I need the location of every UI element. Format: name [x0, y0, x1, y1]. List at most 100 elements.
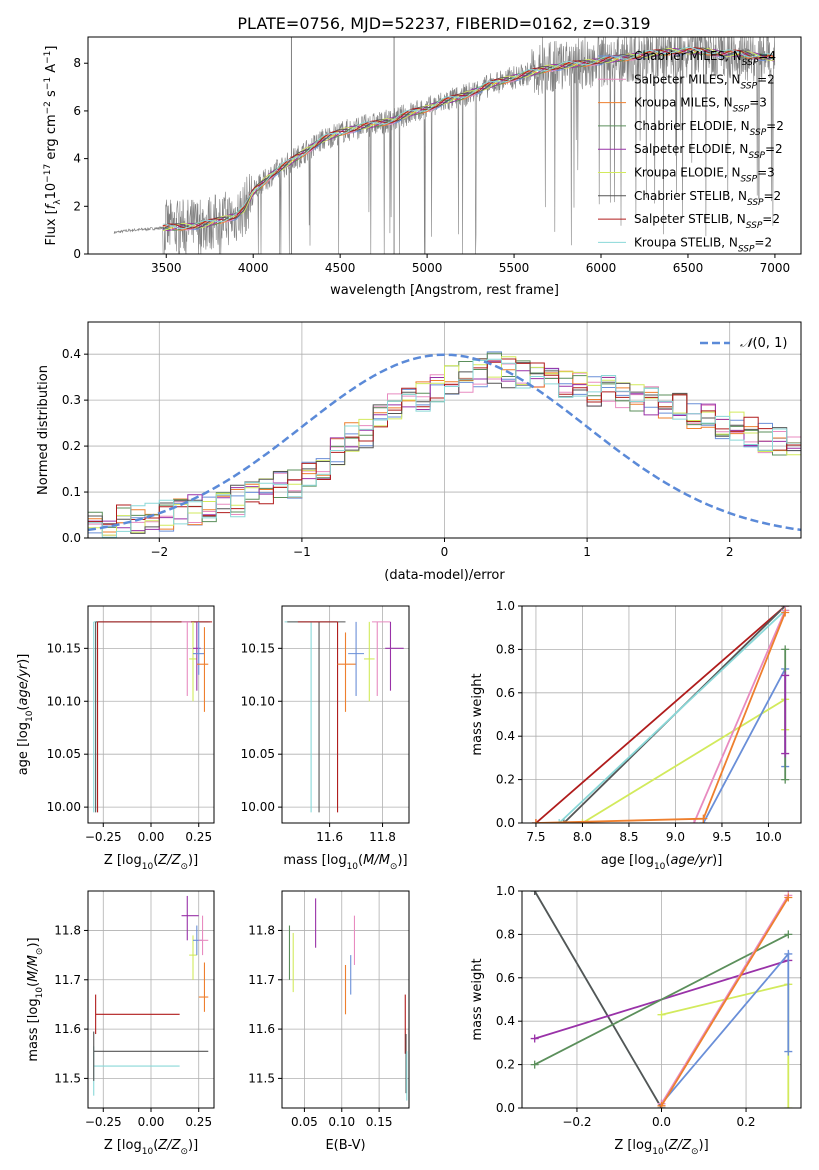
histogram-step-7 — [88, 358, 801, 525]
y-tick-label: 0.2 — [62, 439, 81, 453]
x-axis-label: wavelength [Angstrom, rest frame] — [330, 283, 559, 298]
x-tick-label: 1 — [583, 545, 591, 559]
x-tick-label: 0.00 — [138, 1115, 165, 1129]
histogram-step-3 — [88, 352, 801, 528]
age-weight-marker — [781, 749, 790, 758]
x-tick-label: 8.5 — [619, 830, 638, 844]
x-axis-label: E(B-V) — [325, 1138, 365, 1153]
y-tick-label: 0.6 — [496, 971, 515, 985]
age-weight-marker — [531, 819, 540, 823]
z-weight-line-5 — [660, 951, 790, 1105]
age-weight-marker — [690, 819, 699, 823]
x-tick-label: 7000 — [760, 261, 791, 275]
x-tick-label: 0.25 — [185, 830, 212, 844]
age-weight-marker — [578, 819, 587, 823]
x-axis-label: Z [log10(Z/Z⊙)] — [104, 853, 198, 872]
age-weight-marker — [699, 814, 708, 823]
x-tick-label: 7.5 — [526, 830, 545, 844]
x-tick-label: 9.5 — [712, 830, 731, 844]
y-tick-label: 0.3 — [62, 393, 81, 407]
y-tick-label: 1.0 — [496, 884, 515, 898]
z-weight-marker — [530, 891, 539, 895]
y-tick-label: 0.2 — [496, 773, 515, 787]
plot-area — [288, 898, 408, 1101]
x-tick-label: 9.0 — [666, 830, 685, 844]
axes-border — [521, 605, 802, 824]
x-axis-label: (data-model)/error — [384, 568, 505, 583]
plot-area — [284, 621, 404, 813]
x-tick-label: 4500 — [325, 261, 356, 275]
figure-title: PLATE=0756, MJD=52237, FIBERID=0162, z=0… — [237, 14, 650, 33]
z-weight-line-1 — [533, 891, 663, 1108]
z-weight-marker — [657, 1010, 666, 1019]
z-weight-marker — [784, 930, 793, 939]
y-tick-label: 0.4 — [496, 729, 515, 743]
y-tick-label: 6 — [73, 104, 81, 118]
axes-border — [281, 605, 410, 824]
z-weight-marker — [530, 1034, 539, 1043]
y-tick-label: 8 — [73, 56, 81, 70]
legend-entry: 𝒩(0, 1) — [740, 336, 787, 351]
histogram-step-8 — [88, 358, 801, 538]
plot-area — [531, 606, 790, 823]
y-tick-label: 11.8 — [54, 923, 81, 937]
x-axis-label: mass [log10(M/M⊙)] — [283, 853, 407, 872]
x-tick-label: 5000 — [412, 261, 443, 275]
x-tick-label: 3500 — [151, 261, 182, 275]
z-weight-line-6 — [660, 894, 790, 1105]
y-tick-label: 11.6 — [54, 1022, 81, 1036]
x-tick-label: 6000 — [586, 261, 617, 275]
y-tick-label: 10.10 — [241, 694, 275, 708]
y-tick-label: 0.8 — [496, 642, 515, 656]
axes-frame: 0.05 0.10 0.15 11.5 11.6 11.7 11.8 — [248, 890, 410, 1129]
plot-area — [530, 891, 793, 1108]
normal-curve — [88, 353, 801, 532]
z-weight-marker — [530, 1060, 539, 1069]
y-tick-label: 4 — [73, 152, 81, 166]
x-tick-label: 6500 — [673, 261, 704, 275]
x-tick-label: 0.00 — [138, 830, 165, 844]
legend-entry: Kroupa ELODIE, NSSP=3 — [634, 166, 775, 185]
z-weight-marker — [784, 1104, 793, 1108]
x-axis-label: age [log10(age/yr)] — [601, 853, 723, 872]
y-tick-label: 11.8 — [248, 923, 275, 937]
legend-entry: Salpeter ELODIE, NSSP=2 — [634, 142, 783, 161]
legend-entry: Salpeter STELIB, NSSP=2 — [634, 212, 780, 231]
y-tick-label: 0.4 — [62, 347, 81, 361]
x-tick-label: 4000 — [238, 261, 269, 275]
legend-entry: Chabrier STELIB, NSSP=2 — [634, 189, 781, 208]
y-axis-label: mass weight — [470, 958, 485, 1040]
x-tick-label: 10.0 — [755, 830, 782, 844]
plot-area — [113, 37, 776, 254]
histogram-step-1 — [88, 363, 801, 536]
legend-entry: Chabrier MILES, NSSP=4 — [634, 49, 776, 68]
plot-area — [93, 621, 213, 813]
age-weight-marker — [781, 608, 790, 617]
y-tick-label: 0.6 — [496, 686, 515, 700]
axes-border — [87, 36, 802, 255]
z-weight-marker — [784, 1047, 793, 1056]
x-axis-label: Z [log10(Z/Z⊙)] — [614, 1138, 708, 1157]
y-tick-label: 10.05 — [47, 747, 81, 761]
model-line-8 — [162, 47, 775, 229]
mass-vs-metallicity-panel: −0.25 0.00 0.25 11.5 11.6 11.7 11.8 mass [log10… — [26, 890, 215, 1157]
histogram-step-2 — [88, 358, 801, 533]
y-tick-label: 2 — [73, 199, 81, 213]
z-weight-marker — [784, 893, 793, 902]
x-tick-label: 0 — [441, 545, 449, 559]
age-weight-marker — [559, 819, 568, 823]
x-tick-label: 0.2 — [736, 1115, 755, 1129]
age-vs-mass-panel: 11.6 11.8 10.00 10.05 10.10 10.15 mass [log10(… — [241, 605, 410, 872]
y-axis-label: age [log10(age/yr)] — [16, 654, 35, 776]
age-weight-line-2 — [558, 609, 786, 823]
y-tick-label: 0 — [73, 247, 81, 261]
plot-area — [88, 351, 801, 538]
y-tick-label: 10.00 — [241, 800, 275, 814]
mass-vs-ebv-panel: 0.05 0.10 0.15 11.5 11.6 11.7 11.8 E(B-V) — [248, 890, 410, 1153]
x-tick-label: 0.05 — [291, 1115, 318, 1129]
legend-entry: Salpeter MILES, NSSP=2 — [634, 72, 775, 91]
axes-frame: −0.25 0.00 0.25 10.00 10.05 10.10 10.15 — [47, 605, 215, 844]
x-tick-label: 11.8 — [369, 830, 396, 844]
x-tick-label: 8.0 — [573, 830, 592, 844]
